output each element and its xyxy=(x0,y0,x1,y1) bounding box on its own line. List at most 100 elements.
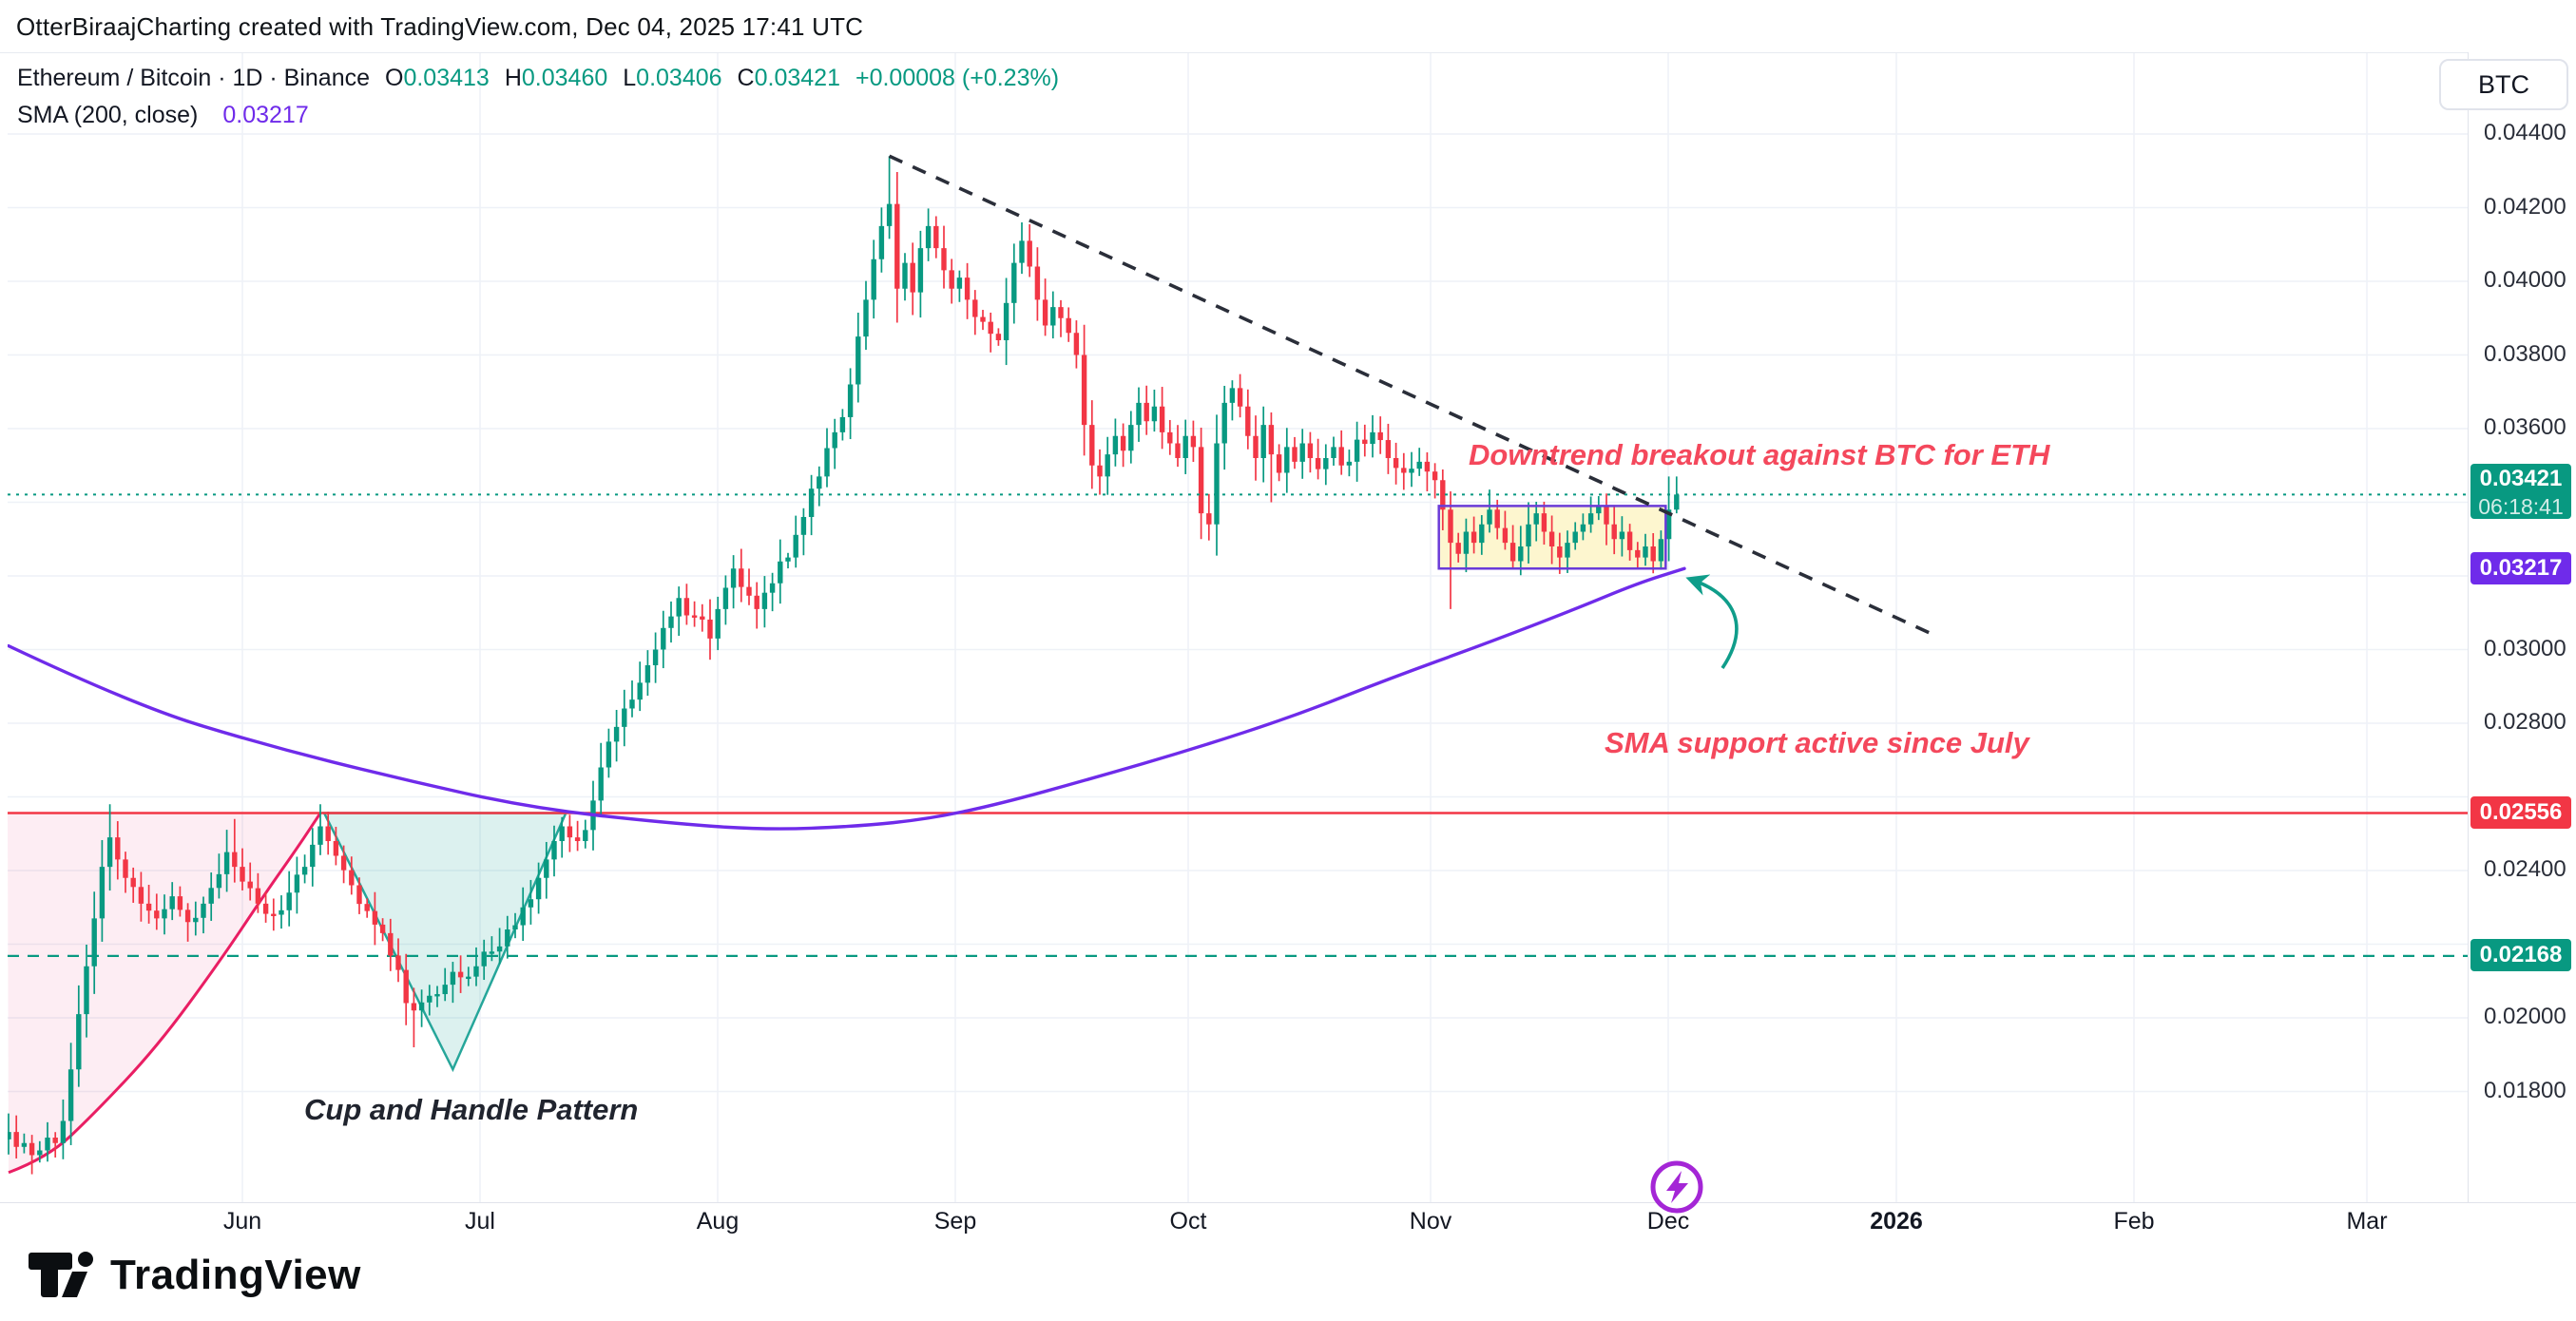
candle xyxy=(13,1132,19,1147)
candle xyxy=(567,826,573,838)
candle xyxy=(559,826,565,841)
ohlc-low: L0.03406 xyxy=(623,65,722,91)
candle xyxy=(340,855,347,871)
candle xyxy=(520,907,526,926)
candle xyxy=(1650,546,1656,562)
candle xyxy=(1604,506,1609,525)
candle xyxy=(739,568,744,587)
candle xyxy=(301,867,308,875)
candle xyxy=(1580,524,1586,532)
candle xyxy=(1050,307,1056,326)
time-tick-Oct: Oct xyxy=(1169,1208,1207,1235)
candle xyxy=(99,867,106,919)
candle xyxy=(1471,531,1477,544)
candle xyxy=(1596,506,1602,514)
candle xyxy=(76,1014,82,1070)
candle xyxy=(145,903,152,911)
candle xyxy=(668,616,674,628)
candle xyxy=(613,726,620,742)
candle xyxy=(551,841,557,860)
candle xyxy=(1572,531,1578,544)
candle xyxy=(949,270,954,289)
candle xyxy=(294,874,300,893)
candle xyxy=(1229,388,1236,403)
tradingview-logo[interactable]: TradingView xyxy=(29,1251,361,1300)
candle xyxy=(847,384,854,417)
symbol-legend-row: Ethereum / Bitcoin · 1D · Binance O0.034… xyxy=(17,65,1059,99)
candle xyxy=(1416,461,1422,469)
candle xyxy=(154,910,160,919)
candle xyxy=(1003,302,1009,340)
currency-toggle-button[interactable]: BTC xyxy=(2439,59,2568,110)
candle xyxy=(544,859,549,878)
candle xyxy=(598,767,604,801)
candle xyxy=(1011,262,1017,303)
candle xyxy=(583,830,588,841)
price-tick: 0.03600 xyxy=(2484,414,2566,440)
candle xyxy=(286,892,292,910)
chart-pane[interactable]: Ethereum / Bitcoin · 1D · Binance O0.034… xyxy=(0,52,2576,1214)
candle xyxy=(1237,388,1243,407)
candle xyxy=(894,203,900,289)
candle xyxy=(364,904,370,911)
candle xyxy=(1635,549,1641,558)
candle xyxy=(1097,465,1103,477)
candle xyxy=(37,1150,43,1156)
candle xyxy=(1557,546,1563,558)
candle xyxy=(1643,546,1648,558)
candle xyxy=(418,1002,425,1011)
time-tick-2026: 2026 xyxy=(1870,1208,1923,1235)
plot-area[interactable] xyxy=(6,53,2468,1203)
candle xyxy=(1401,468,1407,473)
candle xyxy=(317,826,323,845)
time-tick-Jul: Jul xyxy=(465,1208,495,1235)
candle xyxy=(637,682,643,700)
candle xyxy=(1112,435,1119,455)
time-axis[interactable]: Jun Jul Aug Sep Oct Nov Dec 2026 Feb Mar xyxy=(0,1202,2576,1238)
candle xyxy=(395,955,401,970)
candle xyxy=(528,899,534,908)
candle xyxy=(964,278,971,300)
candle xyxy=(434,994,440,997)
candle xyxy=(1611,524,1617,540)
candle xyxy=(769,583,776,593)
candle xyxy=(1042,299,1048,326)
candles-series xyxy=(8,156,1680,1175)
candle xyxy=(1292,447,1298,462)
gridlines xyxy=(8,53,2468,1203)
sma-legend-row: SMA (200, close) 0.03217 xyxy=(17,102,1059,136)
candle xyxy=(1526,524,1531,546)
candle xyxy=(1518,546,1524,562)
candle xyxy=(442,985,448,995)
candle xyxy=(622,708,627,727)
candle xyxy=(1448,509,1453,544)
candle xyxy=(1089,425,1095,466)
candle xyxy=(333,841,339,856)
attribution-text: OtterBiraajCharting created with Trading… xyxy=(16,12,864,41)
candle xyxy=(372,910,378,925)
candle xyxy=(106,837,113,868)
chart-legend[interactable]: Ethereum / Bitcoin · 1D · Binance O0.034… xyxy=(17,65,1059,136)
candle xyxy=(839,416,846,432)
candle xyxy=(535,877,542,900)
candle xyxy=(388,932,394,956)
candle xyxy=(855,336,861,385)
candle xyxy=(1167,431,1173,444)
candle xyxy=(473,966,479,977)
candle xyxy=(52,1138,58,1143)
candle xyxy=(574,837,581,841)
candle xyxy=(1245,406,1251,436)
candle xyxy=(1323,458,1329,469)
candle xyxy=(817,476,822,489)
candle xyxy=(1619,531,1625,540)
sma-price-label: 0.03217 xyxy=(2470,552,2571,585)
price-axis[interactable]: 0.03421 06:18:41 0.03217 0.02556 0.02168… xyxy=(2468,52,2576,1237)
candlestick-chart[interactable] xyxy=(0,53,2576,1238)
sma-200-line xyxy=(8,566,1686,831)
candle xyxy=(310,844,316,868)
candle xyxy=(1587,513,1594,525)
candle xyxy=(1253,435,1259,458)
candle xyxy=(995,334,1002,340)
candle xyxy=(1674,494,1680,510)
flash-lightning-icon[interactable] xyxy=(1647,1158,1706,1216)
